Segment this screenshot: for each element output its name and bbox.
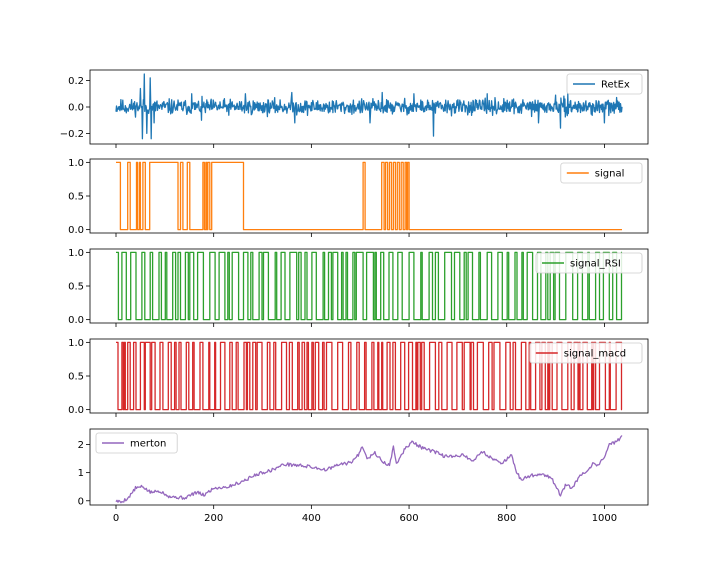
series-line-signal_RSI xyxy=(116,251,623,321)
y-tick-label: 2 xyxy=(78,440,84,451)
y-tick-label: 0.2 xyxy=(68,76,84,87)
series-line-RetEx xyxy=(115,73,623,140)
legend-box xyxy=(529,342,643,364)
subplot-merton: 0 1 2 0 200 400 600 800 1000 merton xyxy=(78,428,649,524)
series-line-signal xyxy=(116,161,622,231)
legend-label: signal_macd xyxy=(564,349,626,360)
y-tick-label: 0 xyxy=(78,496,84,507)
axes-frame xyxy=(89,428,649,506)
legend-label: signal xyxy=(595,169,625,180)
legend-box xyxy=(566,73,643,95)
y-tick-label: 1 xyxy=(78,468,84,479)
legend-label: merton xyxy=(130,439,166,450)
y-tick-label: 0.0 xyxy=(68,103,84,114)
subplot-signal: 0.0 0.5 1.0 signal xyxy=(68,158,649,237)
y-tick-label: 1.0 xyxy=(68,338,84,349)
legend-box xyxy=(535,252,643,274)
y-tick-label: 1.0 xyxy=(68,248,84,259)
y-tick-label: 0.0 xyxy=(68,315,84,326)
series-line-signal_macd xyxy=(116,341,623,411)
x-tick-label: 1000 xyxy=(592,513,617,524)
legend-box xyxy=(560,162,643,184)
x-tick-label: 200 xyxy=(204,513,223,524)
x-tick-label: 800 xyxy=(497,513,516,524)
y-tick-label: 1.0 xyxy=(68,158,84,169)
y-tick-label: 0.5 xyxy=(68,282,84,293)
legend-box xyxy=(95,432,178,454)
x-tick-label: 0 xyxy=(113,513,119,524)
legend-label: RetEx xyxy=(601,80,630,91)
y-tick-label: 0.5 xyxy=(68,372,84,383)
subplot-RetEx: −0.2 0.0 0.2 RetEx xyxy=(60,69,649,148)
y-tick-label: 0.0 xyxy=(68,405,84,416)
subplot-signal_RSI: 0.0 0.5 1.0 signal_RSI xyxy=(68,248,649,327)
legend-label: signal_RSI xyxy=(570,259,621,270)
series-line-merton xyxy=(115,435,623,504)
y-tick-label: 0.5 xyxy=(68,192,84,203)
y-tick-label: −0.2 xyxy=(60,129,84,140)
subplot-signal_macd: 0.0 0.5 1.0 signal_macd xyxy=(68,338,649,417)
y-tick-label: 0.0 xyxy=(68,225,84,236)
x-tick-label: 600 xyxy=(400,513,419,524)
x-tick-label: 400 xyxy=(302,513,321,524)
